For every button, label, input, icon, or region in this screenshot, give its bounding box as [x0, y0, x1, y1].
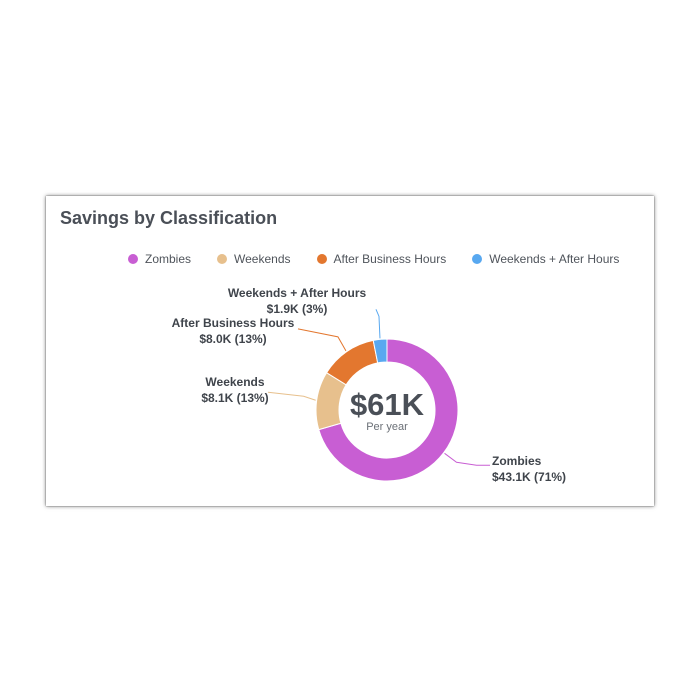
slice-label-name-zombies: Zombies: [492, 454, 542, 468]
donut-slices: [315, 338, 459, 482]
legend-label-weekends-after-hours: Weekends + After Hours: [489, 252, 620, 266]
leader-lines: [267, 309, 490, 466]
legend-label-after-business-hours: After Business Hours: [333, 252, 447, 266]
slice-label-value-after-business-hours: $8.0K (13%): [199, 332, 266, 346]
donut-slice-weekends-after-hours[interactable]: [372, 338, 388, 364]
card-title: Savings by Classification: [60, 208, 278, 228]
leader-line-weekends-after-hours: [375, 309, 381, 339]
legend-swatch-weekends-after-hours: [472, 254, 483, 264]
donut-slice-zombies[interactable]: [318, 338, 459, 482]
slice-label-value-weekends: $8.1K (13%): [201, 391, 268, 405]
slice-labels: Zombies $43.1K (71%) Weekends $8.1K (13%) Af…: [172, 286, 566, 484]
legend-swatch-weekends: [217, 254, 228, 264]
slice-label-value-weekends-after-hours: $1.9K (3%): [267, 302, 328, 316]
slice-label-value-zombies: $43.1K (71%): [492, 470, 566, 484]
savings-card: Savings by Classification Zombies Weeken…: [46, 196, 654, 506]
chart-legend: Zombies Weekends After Business Hours We…: [128, 252, 619, 266]
legend-item-weekends-after-hours[interactable]: Weekends + After Hours: [472, 252, 619, 266]
legend-item-after-business-hours[interactable]: After Business Hours: [316, 252, 447, 266]
donut-chart: Zombies $43.1K (71%) Weekends $8.1K (13%) Af…: [172, 286, 566, 484]
legend-swatch-after-business-hours: [316, 254, 327, 264]
legend-swatch-zombies: [128, 254, 138, 264]
center-caption: Per year: [366, 421, 408, 433]
leader-line-weekends: [267, 391, 316, 401]
slice-label-name-after-business-hours: After Business Hours: [172, 316, 295, 330]
legend-item-zombies[interactable]: Zombies: [128, 252, 191, 266]
legend-label-zombies: Zombies: [145, 252, 192, 266]
slice-label-name-weekends: Weekends: [205, 375, 264, 389]
legend-label-weekends: Weekends: [234, 252, 291, 266]
legend-item-weekends[interactable]: Weekends: [217, 252, 291, 266]
slice-label-name-weekends-after-hours: Weekends + After Hours: [228, 286, 367, 300]
center-total-value: $61K: [350, 387, 425, 422]
leader-line-after-business-hours: [297, 328, 347, 352]
leader-line-zombies: [444, 452, 490, 466]
